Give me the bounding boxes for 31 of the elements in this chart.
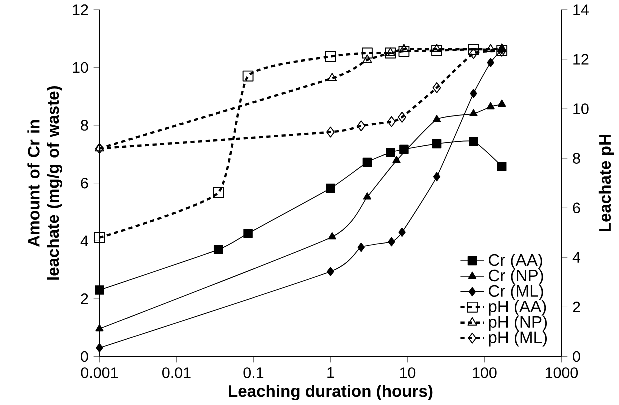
y-tick-label: 10 bbox=[73, 62, 88, 74]
y2-tick-label: 4 bbox=[572, 252, 581, 263]
x-tick-label: 0.001 bbox=[81, 367, 118, 378]
y2-tick-label: 6 bbox=[573, 202, 580, 214]
legend-label: pH (AA) bbox=[489, 300, 546, 316]
x-axis-title: Leaching duration (hours) bbox=[229, 384, 433, 400]
y-tick-label: 0 bbox=[81, 351, 88, 362]
y2-tick-label: 10 bbox=[574, 104, 589, 114]
legend-label: pH (ML) bbox=[489, 331, 548, 347]
y-tick-label: 12 bbox=[73, 4, 88, 16]
legend-label: Cr (AA) bbox=[489, 254, 542, 270]
y-tick-label: 4 bbox=[80, 236, 88, 246]
x-tick-label: 0.01 bbox=[162, 367, 191, 378]
y2-tick-label: 8 bbox=[573, 153, 580, 164]
y2-tick-label: 2 bbox=[573, 302, 580, 312]
legend-label: Cr (ML) bbox=[489, 284, 544, 300]
y-tick-label: 2 bbox=[81, 294, 88, 304]
x-tick-label: 100 bbox=[473, 367, 497, 378]
y2-tick-label: 14 bbox=[574, 4, 589, 16]
y2-axis-title: Leachate pH bbox=[598, 135, 614, 232]
x-tick-label: 1 bbox=[328, 367, 334, 378]
y-tick-label: 8 bbox=[81, 120, 88, 131]
y2-tick-label: 0 bbox=[573, 351, 580, 362]
y-axis-title: Amount of Cr in leachate (mg/g of waste) bbox=[28, 86, 63, 280]
y2-tick-label: 12 bbox=[574, 54, 589, 65]
x-tick-label: 1000 bbox=[546, 367, 578, 378]
legend-label: Cr (NP) bbox=[489, 269, 544, 285]
x-tick-label: 0.1 bbox=[244, 367, 264, 378]
y-tick-label: 6 bbox=[81, 178, 88, 189]
legend-label: pH (NP) bbox=[489, 316, 548, 332]
x-tick-label: 10 bbox=[400, 367, 416, 378]
